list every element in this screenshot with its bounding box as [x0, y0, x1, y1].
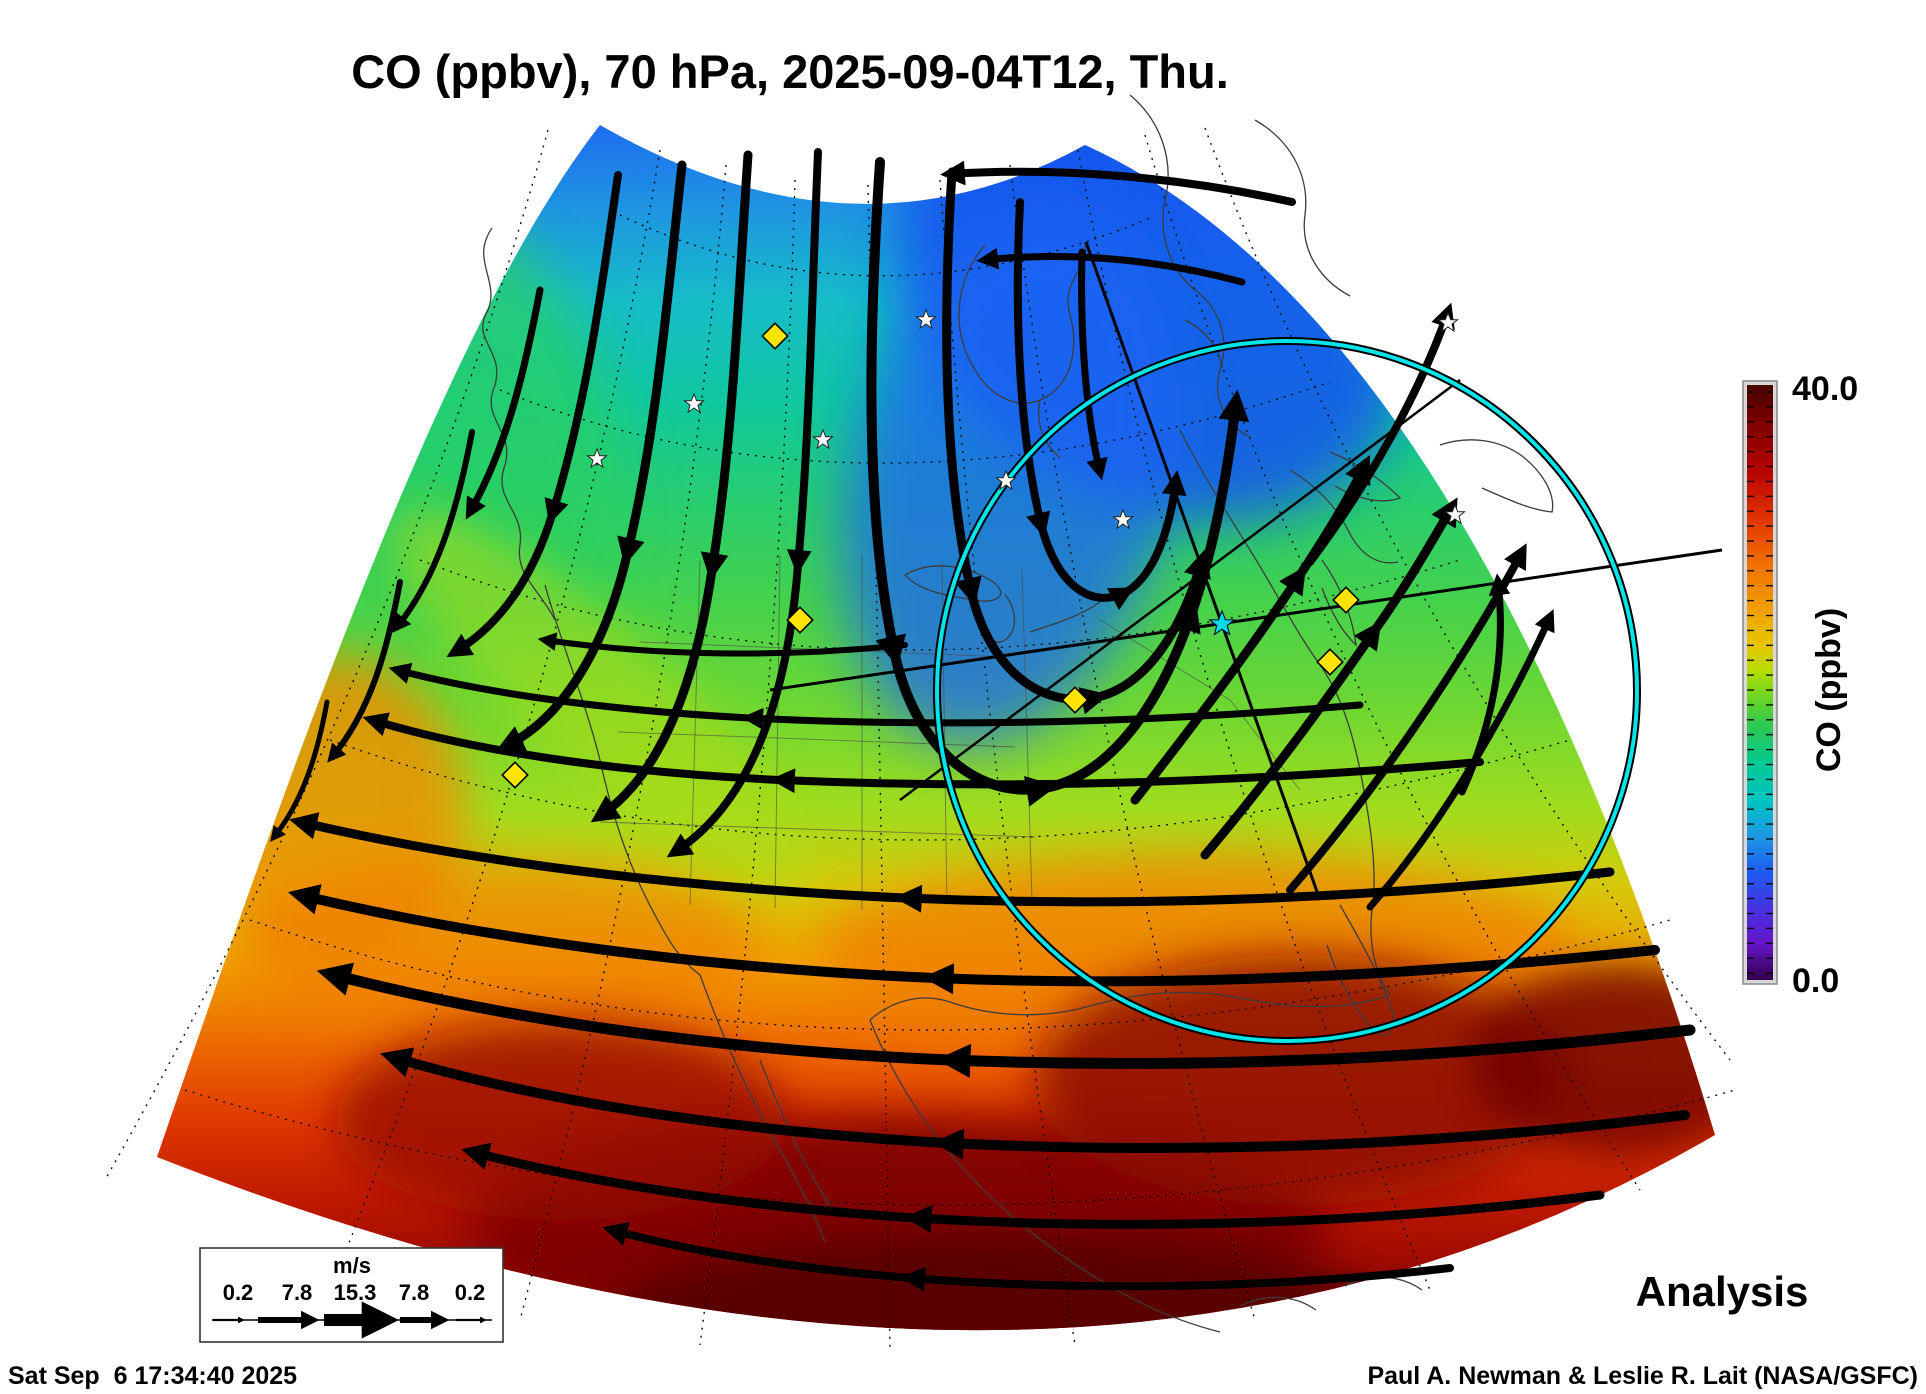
wind-legend-box	[199, 1247, 504, 1343]
cyan-circle	[935, 339, 1639, 1043]
timestamp-left: Sat Sep 6 17:34:40 2025	[8, 1362, 297, 1390]
star-icon	[683, 392, 705, 414]
star-icon	[812, 428, 834, 450]
star-icon	[586, 447, 608, 469]
co-field-wedge	[157, 125, 1715, 1331]
colorbar: 40.0 0.0 CO (ppbv)	[1742, 370, 1858, 1000]
wind-legend-value: 7.8	[399, 1280, 430, 1305]
star-icon	[995, 469, 1017, 491]
wind-legend-value: 0.2	[223, 1280, 254, 1305]
wind-legend-value: 0.2	[455, 1280, 486, 1305]
star-icon	[915, 308, 937, 330]
star-icon	[1112, 508, 1134, 530]
wind-legend-value: 7.8	[282, 1280, 313, 1305]
star-icon	[1444, 503, 1466, 525]
colorbar-axis-label: CO (ppbv)	[1810, 608, 1848, 772]
colorbar-ticks	[1747, 385, 1773, 980]
diamond-icon	[786, 606, 814, 634]
cyan-star-icon	[1208, 609, 1236, 636]
wind-streamlines	[270, 148, 1696, 1292]
wind-speed-legend: m/s 0.2 7.8 15.3 7.8 0.2	[199, 1247, 504, 1343]
diamond-icon	[501, 761, 529, 789]
yellow-diamond-markers	[501, 322, 1360, 789]
cyan-circle-overlay	[933, 337, 1641, 1045]
diamond-icon	[1332, 586, 1360, 614]
colorbar-min-label: 0.0	[1792, 962, 1839, 1000]
diamond-icon	[761, 322, 789, 350]
star-markers	[586, 308, 1466, 530]
star-icon	[1437, 311, 1459, 333]
track-lines	[769, 241, 1723, 901]
diamond-icon	[1316, 648, 1344, 676]
analysis-label: Analysis	[1636, 1268, 1809, 1315]
wind-legend-unit: m/s	[333, 1253, 371, 1278]
wind-legend-value: 15.3	[334, 1280, 377, 1305]
map-title: CO (ppbv), 70 hPa, 2025-09-04T12, Thu.	[351, 45, 1229, 98]
credit-right: Paul A. Newman & Leslie R. Lait (NASA/GS…	[1367, 1362, 1918, 1390]
colorbar-max-label: 40.0	[1792, 370, 1858, 408]
diamond-icon	[1061, 686, 1089, 714]
